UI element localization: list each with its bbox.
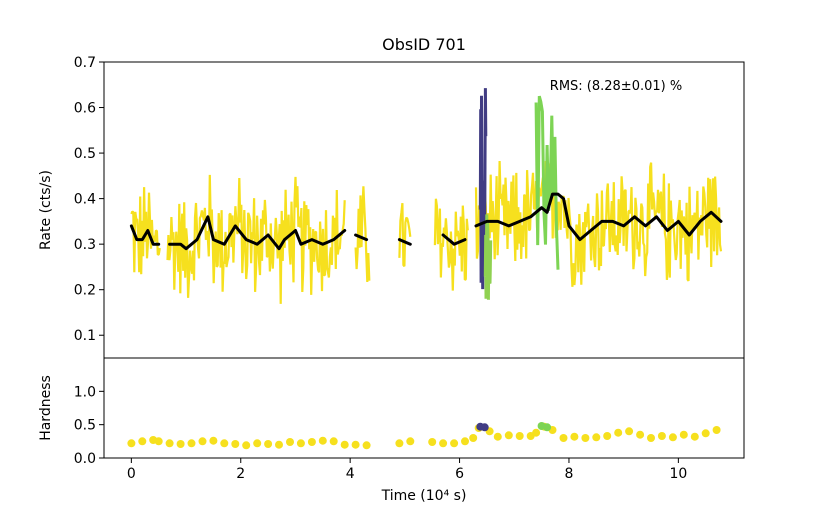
hardness-point bbox=[581, 434, 590, 442]
highlight-rate-line-2 bbox=[483, 214, 493, 300]
hardness-point bbox=[264, 440, 273, 448]
hardness-y-label: Hardness bbox=[38, 375, 54, 441]
hardness-point bbox=[592, 433, 601, 442]
time-x-tick-label: 2 bbox=[236, 466, 245, 482]
hardness-panel-data bbox=[127, 422, 721, 450]
hardness-point bbox=[679, 430, 688, 439]
raw-rate-line bbox=[474, 160, 723, 287]
hardness-point bbox=[296, 439, 305, 448]
hardness-point bbox=[625, 427, 634, 436]
hardness-point bbox=[647, 434, 655, 442]
hardness-point bbox=[493, 432, 502, 441]
hardness-point bbox=[657, 432, 666, 440]
hardness-point bbox=[450, 439, 459, 448]
smoothed-rate-line bbox=[474, 192, 723, 242]
hardness-point bbox=[668, 433, 677, 442]
rate-y-tick-label: 0.5 bbox=[74, 146, 96, 162]
hardness-point bbox=[701, 429, 710, 438]
rms-annotation: RMS: (8.28±0.01) % bbox=[550, 79, 682, 94]
hardness-point bbox=[242, 441, 251, 450]
hardness-point bbox=[231, 440, 240, 448]
raw-rate-line bbox=[354, 186, 371, 283]
rate-y-label: Rate (cts/s) bbox=[38, 170, 54, 250]
smoothed-rate-line bbox=[168, 215, 347, 251]
hardness-y-tick-label: 0.5 bbox=[74, 418, 96, 434]
hardness-point bbox=[439, 439, 448, 448]
rate-y-tick-label: 0.7 bbox=[74, 55, 96, 71]
hardness-point bbox=[286, 438, 294, 446]
highlight-rate-line-1 bbox=[478, 88, 488, 290]
rate-panel-data bbox=[129, 88, 723, 304]
hardness-point bbox=[253, 439, 262, 448]
hardness-point bbox=[198, 437, 207, 446]
hardness-point bbox=[127, 439, 136, 448]
time-x-axis: 0 2 4 6 8 10 bbox=[127, 458, 687, 482]
hardness-point bbox=[187, 439, 196, 448]
hardness-point bbox=[636, 430, 645, 439]
raw-rate-line bbox=[433, 198, 469, 291]
hardness-point bbox=[461, 437, 469, 446]
hardness-point bbox=[351, 440, 360, 449]
chart-title: ObsID 701 bbox=[382, 35, 466, 54]
hardness-point bbox=[329, 437, 338, 446]
hardness-point bbox=[614, 428, 623, 437]
hardness-y-tick-label: 0.0 bbox=[74, 451, 96, 467]
hardness-y-axis: 0.0 0.5 1.0 bbox=[74, 384, 104, 467]
hardness-point bbox=[220, 439, 229, 448]
time-x-label: Time (10⁴ s) bbox=[381, 488, 467, 504]
rate-y-tick-label: 0.2 bbox=[74, 283, 96, 299]
hardness-point bbox=[690, 432, 699, 441]
raw-rate-line bbox=[166, 174, 346, 304]
hardness-point bbox=[515, 432, 524, 440]
hardness-point bbox=[138, 437, 147, 446]
hardness-highlight-point bbox=[543, 423, 552, 432]
hardness-point bbox=[275, 440, 283, 449]
hardness-point bbox=[532, 428, 541, 437]
hardness-y-tick-label: 1.0 bbox=[74, 384, 96, 400]
hardness-point bbox=[318, 436, 327, 445]
rate-y-axis: 0.1 0.2 0.3 0.4 0.5 0.6 0.7 bbox=[74, 55, 104, 344]
rate-y-tick-label: 0.1 bbox=[74, 328, 96, 344]
time-x-tick-label: 4 bbox=[346, 466, 355, 482]
hardness-point bbox=[469, 434, 478, 442]
hardness-point bbox=[712, 426, 721, 434]
hardness-point bbox=[428, 438, 437, 446]
raw-rate-line bbox=[398, 202, 412, 267]
hardness-panel-frame bbox=[103, 357, 745, 459]
hardness-point bbox=[559, 434, 568, 442]
hardness-point bbox=[154, 437, 163, 446]
time-x-tick-label: 6 bbox=[455, 466, 464, 482]
hardness-point bbox=[570, 432, 579, 441]
raw-rate-line bbox=[130, 187, 161, 275]
hardness-highlight-point bbox=[480, 423, 489, 432]
highlight-rate-line-3 bbox=[534, 95, 560, 270]
smoothed-rate-line bbox=[354, 233, 369, 242]
smoothed-rate-line bbox=[441, 233, 467, 246]
hardness-point bbox=[176, 440, 185, 448]
hardness-point bbox=[406, 437, 415, 446]
hardness-point bbox=[340, 440, 349, 449]
hardness-point bbox=[362, 441, 371, 450]
time-x-tick-label: 10 bbox=[669, 466, 687, 482]
hardness-point bbox=[307, 438, 316, 446]
time-x-tick-label: 0 bbox=[127, 466, 136, 482]
hardness-point bbox=[603, 432, 612, 440]
smoothed-rate-line bbox=[129, 224, 161, 246]
hardness-point bbox=[395, 439, 404, 448]
time-x-tick-label: 8 bbox=[564, 466, 573, 482]
rate-y-tick-label: 0.3 bbox=[74, 237, 96, 253]
rate-y-tick-label: 0.6 bbox=[74, 101, 96, 117]
hardness-point bbox=[165, 439, 174, 448]
rate-y-tick-label: 0.4 bbox=[74, 192, 96, 208]
hardness-point bbox=[504, 431, 513, 440]
hardness-point bbox=[209, 436, 218, 445]
smoothed-rate-line bbox=[397, 238, 412, 246]
